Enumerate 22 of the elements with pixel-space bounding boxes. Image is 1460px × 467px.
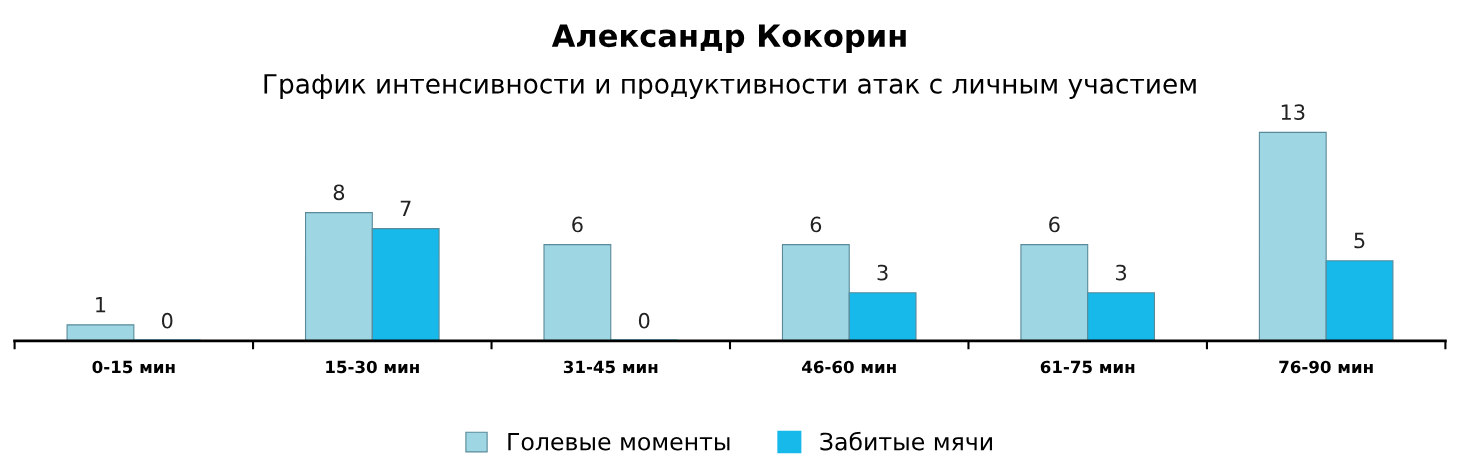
data-label: 0 [161, 312, 173, 329]
x-tick-label: 31-45 мин [563, 360, 658, 374]
data-label: 13 [1281, 104, 1305, 120]
legend-label: Голевые моменты [508, 432, 730, 451]
x-tick-label: 61-75 мин [1040, 360, 1135, 374]
data-label: 5 [1354, 232, 1365, 249]
x-tick-label: 15-30 мин [326, 360, 419, 374]
data-label: 8 [333, 184, 345, 201]
chart-subtitle: График интенсивности и продуктивности атак с личным участием [264, 74, 1196, 99]
chart-title: Александр Кокорин [551, 24, 906, 54]
data-label: 6 [572, 216, 583, 233]
data-label: 0 [638, 312, 650, 329]
data-label: 1 [96, 297, 106, 313]
x-tick-label: 76-90 мин [1279, 360, 1373, 374]
legend-label: Забитые мячи [820, 431, 992, 451]
data-label: 3 [877, 264, 888, 281]
x-tick-label: 46-60 мин [802, 360, 896, 374]
x-tick-label: 0-15 мин [92, 360, 175, 374]
data-label: 3 [1116, 264, 1127, 281]
data-label: 6 [810, 216, 822, 233]
data-label: 7 [400, 200, 411, 216]
data-label: 6 [1049, 216, 1060, 233]
